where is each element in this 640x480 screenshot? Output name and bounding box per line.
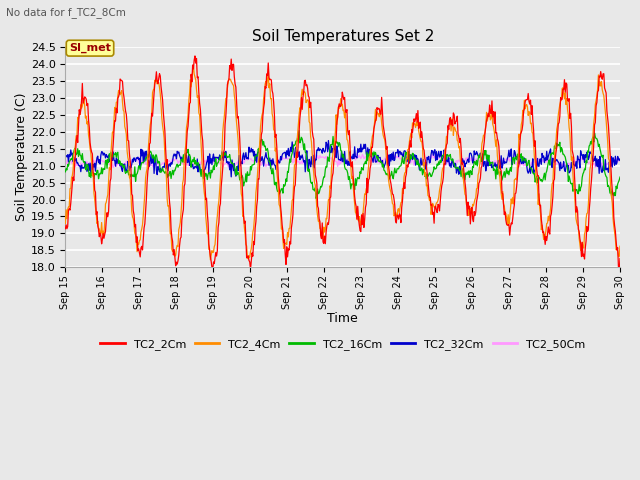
Legend: TC2_2Cm, TC2_4Cm, TC2_16Cm, TC2_32Cm, TC2_50Cm: TC2_2Cm, TC2_4Cm, TC2_16Cm, TC2_32Cm, TC… (96, 335, 589, 354)
Y-axis label: Soil Temperature (C): Soil Temperature (C) (15, 93, 28, 221)
X-axis label: Time: Time (327, 312, 358, 325)
Text: No data for f_TC2_8Cm: No data for f_TC2_8Cm (6, 7, 126, 18)
Text: SI_met: SI_met (69, 43, 111, 53)
Title: Soil Temperatures Set 2: Soil Temperatures Set 2 (252, 29, 434, 44)
